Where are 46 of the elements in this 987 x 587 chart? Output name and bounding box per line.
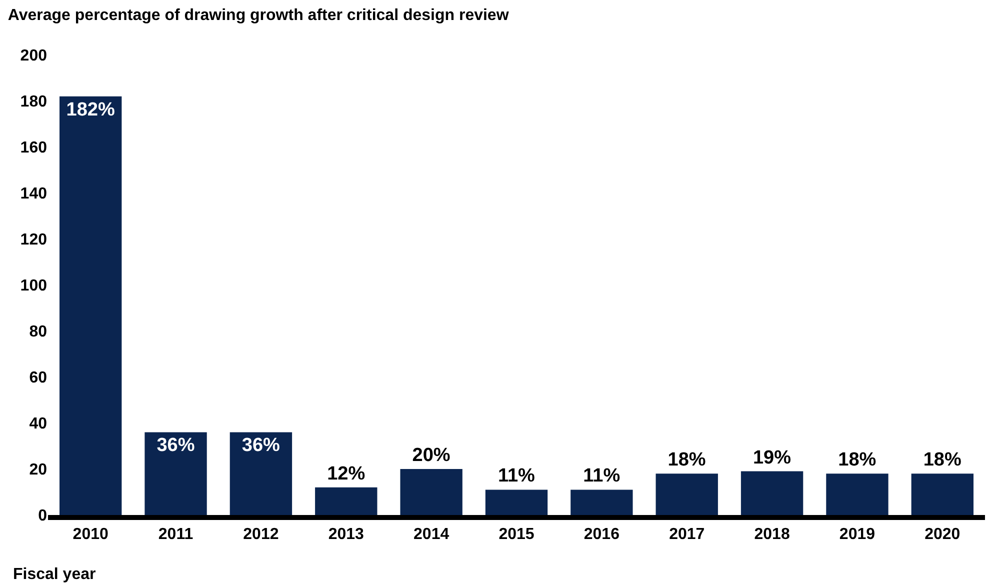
x-tick-label: 2012: [243, 526, 279, 544]
y-tick-label: 160: [20, 140, 48, 157]
y-tick-label: 200: [20, 48, 48, 65]
x-tick-label: 2014: [414, 526, 450, 544]
data-label: 182%: [66, 99, 115, 120]
bar: [570, 490, 633, 515]
x-tick-label: 2015: [498, 526, 534, 544]
data-label: 11%: [583, 466, 620, 487]
x-tick-label: 2013: [328, 526, 364, 544]
data-label: 18%: [923, 450, 962, 471]
data-label: 36%: [242, 435, 280, 456]
bar: [60, 96, 122, 515]
data-label: 12%: [327, 463, 366, 484]
data-label: 18%: [838, 450, 876, 471]
bar: [656, 474, 718, 515]
data-label: 11%: [498, 466, 536, 487]
data-label: 18%: [668, 450, 706, 471]
y-tick-label: 40: [29, 416, 48, 433]
x-tick-label: 2020: [924, 526, 960, 544]
data-label: 19%: [752, 447, 792, 468]
x-tick-label: 2011: [158, 526, 194, 544]
x-tick-label: 2010: [72, 526, 108, 544]
y-tick-label: 0: [38, 508, 48, 525]
bar: [740, 471, 804, 515]
y-tick-label: 140: [20, 186, 48, 203]
data-label: 36%: [156, 435, 195, 456]
y-tick-label: 80: [29, 324, 48, 341]
y-tick-label: 20: [29, 462, 48, 479]
y-tick-label: 60: [29, 370, 48, 387]
bar: [230, 432, 292, 515]
chart-title: Average percentage of drawing growth after critical design review: [8, 7, 510, 24]
x-tick-label: 2016: [584, 526, 620, 544]
x-tick-label: 2019: [839, 526, 876, 544]
x-tick-label: 2017: [669, 526, 705, 544]
y-tick-label: 180: [20, 94, 48, 111]
data-label: 20%: [412, 445, 450, 466]
x-tick-label: 2018: [754, 526, 790, 544]
bar: [400, 469, 462, 515]
y-tick-label: 100: [20, 278, 48, 295]
bar: [485, 490, 548, 515]
bar: [911, 474, 974, 515]
bar: [144, 432, 207, 515]
bar: [315, 487, 378, 515]
x-axis-title: Fiscal year: [13, 566, 96, 583]
bar: [826, 474, 888, 515]
y-tick-label: 120: [20, 232, 48, 249]
